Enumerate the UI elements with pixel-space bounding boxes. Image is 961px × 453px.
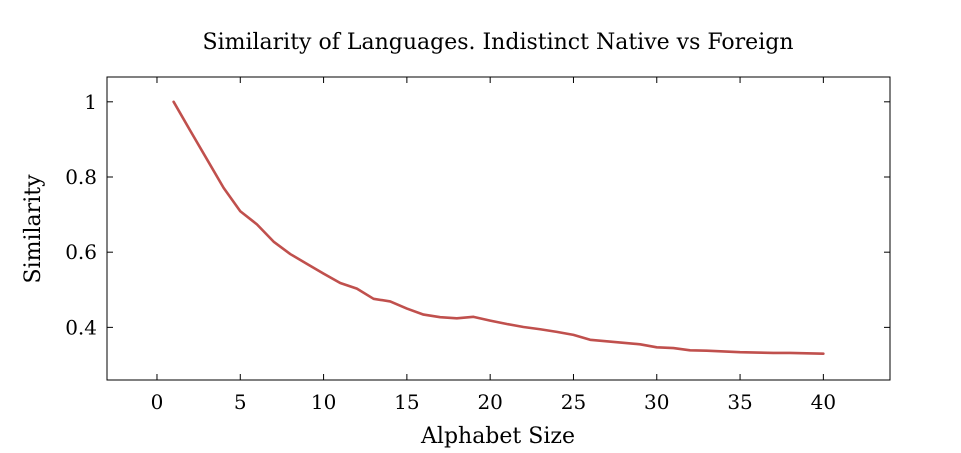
plot-area: 0 5 10 15 20 25 30 35 40 0.4 0.6 0.8 1 <box>65 76 891 414</box>
x-tick-label: 10 <box>311 390 336 414</box>
x-tick-label: 30 <box>644 390 669 414</box>
x-tick-label: 5 <box>234 390 247 414</box>
series-line <box>172 100 825 355</box>
plot-frame <box>106 76 891 381</box>
x-tick-label: 25 <box>561 390 586 414</box>
x-tick-label: 20 <box>477 390 502 414</box>
x-axis-title: Alphabet Size <box>420 424 575 449</box>
y-tick-label: 1 <box>84 90 97 114</box>
x-tick-label: 40 <box>811 390 836 414</box>
y-tick-label: 0.8 <box>65 165 97 189</box>
x-tick-label: 35 <box>727 390 752 414</box>
x-tick-label: 0 <box>151 390 164 414</box>
chart-title: Similarity of Languages. Indistinct Nati… <box>203 30 794 55</box>
y-tick-label: 0.4 <box>65 315 97 339</box>
y-tick-label: 0.6 <box>65 240 97 264</box>
x-tick-label: 15 <box>394 390 419 414</box>
y-axis-title: Similarity <box>21 174 46 284</box>
